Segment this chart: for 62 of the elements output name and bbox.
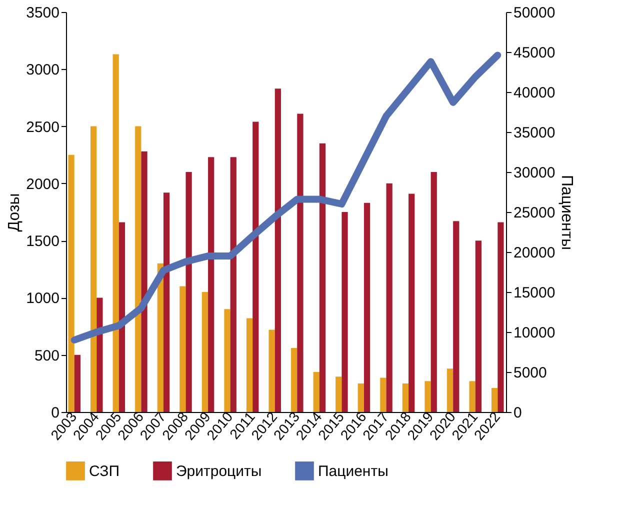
y-tick-label: 3500 [26,4,60,22]
bar [475,240,482,412]
y2-tick-label: 20000 [514,244,556,262]
bar [297,114,304,412]
bar [342,212,348,412]
legend-label: Пациенты [318,462,388,480]
bar [246,318,253,412]
bar [291,348,298,412]
bar [74,354,80,412]
bar [224,309,230,412]
bar [118,222,126,412]
bar [268,330,275,412]
bar [498,222,504,412]
bar [319,143,326,412]
y2-tick-label: 50000 [514,4,556,22]
legend-label: Эритроциты [176,462,262,480]
bar [135,126,142,412]
bar [336,376,342,412]
bar [408,194,415,412]
y2-tick-label: 35000 [514,124,556,142]
bar [230,157,236,412]
y2-tick-label: 15000 [514,284,556,302]
y2-tick-label: 0 [514,404,522,422]
bar [112,54,119,412]
bar [163,192,170,412]
bar [252,122,259,412]
bar [202,292,208,412]
bar [402,383,409,412]
y-tick-label: 2000 [26,176,60,193]
bar [180,286,186,412]
bar [492,388,498,412]
y2-tick-label: 30000 [514,164,556,182]
y2-tick-label: 10000 [514,324,556,342]
bar [446,368,454,412]
y2-tick-label: 45000 [514,44,556,62]
y-tick-label: 2500 [26,118,60,136]
bar [186,172,192,412]
y2-tick-label: 40000 [514,84,556,102]
y-tick-label: 1000 [26,290,60,308]
bar [208,157,214,412]
bar [430,172,437,412]
y2-tick-label: 5000 [514,364,547,382]
y2-axis-title: Пациенты [558,174,576,250]
bar [469,381,476,412]
y-tick-label: 1500 [26,233,60,250]
bar [141,151,148,412]
legend-label: СЗП [89,462,120,480]
y2-tick-label: 25000 [514,204,556,222]
y-axis-title: Дозы [6,193,24,232]
bar [424,381,431,412]
bar [96,298,103,412]
bar [274,88,281,412]
bar [386,183,392,412]
y-tick-label: 3000 [26,62,60,79]
bar [90,126,97,412]
bar [358,383,364,412]
bar [364,202,370,412]
bar [68,154,74,412]
bar [453,221,460,412]
bar [313,372,320,412]
y-tick-label: 500 [34,347,60,364]
bar [380,378,386,412]
